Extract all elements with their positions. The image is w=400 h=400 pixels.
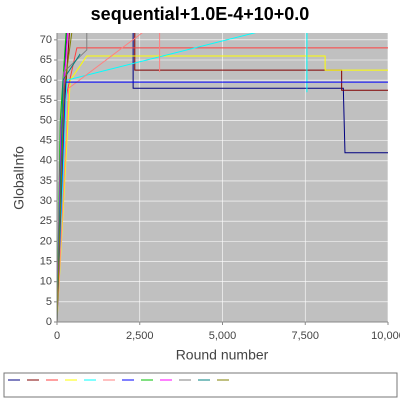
- y-axis-label: GlobalInfo: [11, 146, 27, 210]
- y-tick-label: 35: [40, 175, 52, 187]
- y-tick-label: 65: [40, 54, 52, 66]
- x-tick-label: 7,500: [291, 330, 319, 342]
- series-line: [57, 33, 161, 322]
- y-tick-label: 5: [46, 296, 52, 308]
- series-line: [57, 55, 388, 322]
- y-tick-label: 45: [40, 135, 52, 147]
- y-tick-label: 55: [40, 94, 52, 106]
- x-tick-label: 2,500: [126, 330, 154, 342]
- y-tick-label: 40: [40, 155, 52, 167]
- x-tick-label: 10,000: [371, 330, 400, 342]
- series-line: [57, 33, 308, 322]
- legend: [3, 372, 398, 398]
- y-tick-label: 30: [40, 195, 52, 207]
- x-axis-label: Round number: [176, 347, 269, 363]
- series-line: [57, 33, 73, 322]
- chart-title: sequential+1.0E-4+10+0.0: [91, 4, 310, 24]
- series-line: [57, 53, 81, 322]
- y-tick-label: 15: [40, 255, 52, 267]
- y-tick-label: 20: [40, 235, 52, 247]
- y-tick-label: 60: [40, 74, 52, 86]
- y-tick-label: 50: [40, 114, 52, 126]
- y-tick-label: 25: [40, 215, 52, 227]
- y-tick-label: 70: [40, 34, 52, 46]
- series-group: [57, 33, 388, 322]
- x-tick-label: 0: [54, 330, 60, 342]
- x-tick-label: 5,000: [209, 330, 237, 342]
- y-tick-label: 10: [40, 276, 52, 288]
- y-tick-label: 0: [46, 316, 52, 328]
